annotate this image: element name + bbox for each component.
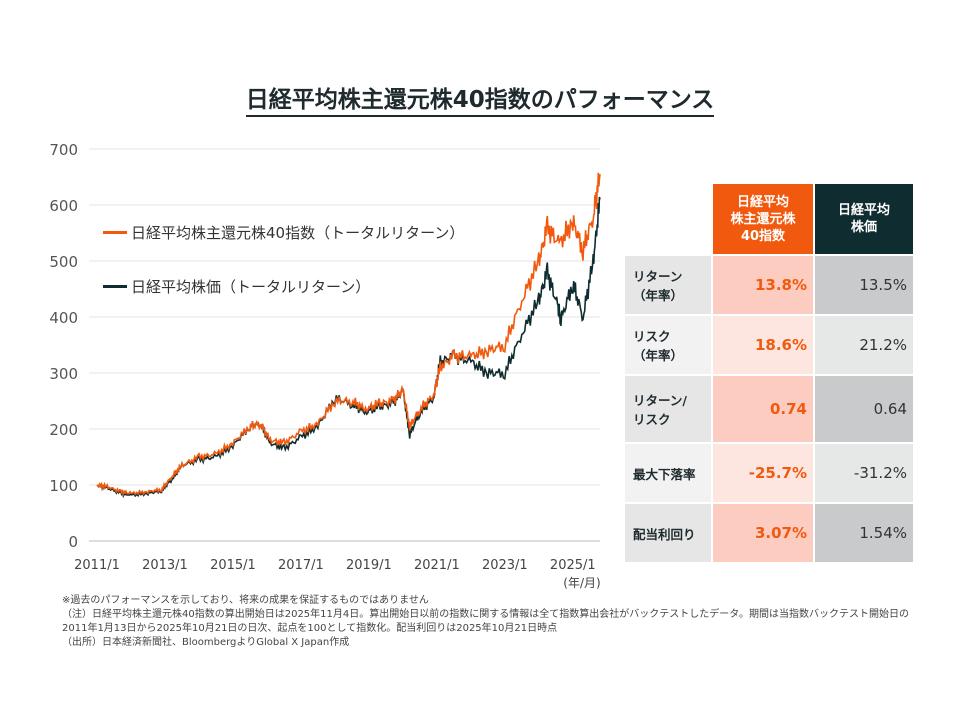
table-row: リターン （年率） 13.8% 13.5%: [623, 254, 915, 316]
nikkei-value: 1.54%: [813, 502, 915, 564]
x-tick-label: 2011/1: [74, 558, 120, 573]
nikkei-value: 21.2%: [813, 314, 915, 376]
x-axis-label: (年/月): [563, 576, 600, 590]
row-label: 配当利回り: [623, 502, 713, 564]
series-line-0: [96, 172, 601, 497]
x-tick-label: 2019/1: [346, 558, 392, 573]
row-label: 最大下落率: [623, 442, 713, 504]
legend-item-index: 日経平均株主還元株40指数（トータルリターン）: [103, 222, 464, 243]
y-tick-label: 300: [49, 365, 78, 383]
table-row: 配当利回り 3.07% 1.54%: [623, 502, 915, 564]
note-detail: （注）日経平均株主還元株40指数の算出開始日は2025年11月4日。算出開始日以…: [62, 609, 909, 634]
index-value: -25.7%: [711, 442, 815, 504]
index-value: 18.6%: [711, 314, 815, 376]
performance-table: 日経平均 株主還元株 40指数 日経平均 株価 リターン （年率） 13.8% …: [623, 182, 915, 564]
index-value: 3.07%: [711, 502, 815, 564]
note-source: （出所）日本経済新聞社、BloombergよりGlobal X Japan作成: [62, 637, 350, 648]
series-line-1: [96, 196, 601, 499]
page-title: 日経平均株主還元株40指数のパフォーマンス: [0, 80, 960, 117]
x-tick-label: 2015/1: [210, 558, 256, 573]
table-row: リターン/ リスク 0.74 0.64: [623, 374, 915, 444]
y-tick-label: 100: [49, 477, 78, 495]
y-tick-label: 700: [49, 141, 78, 159]
footnotes: ※過去のパフォーマンスを示しており、将来の成果を保証するものではありません （注…: [62, 594, 912, 650]
legend-swatch: [103, 285, 127, 288]
y-tick-label: 500: [49, 253, 78, 271]
y-tick-label: 400: [49, 309, 78, 327]
index-value: 0.74: [711, 374, 815, 444]
x-tick-label: 2023/1: [482, 558, 528, 573]
line-chart: 0 100 200 300 400 500 600 700 2011/1 2013/1 2015/1…: [49, 141, 601, 590]
x-tick-label: 2013/1: [142, 558, 188, 573]
header-nikkei: 日経平均 株価: [813, 182, 915, 256]
index-value: 13.8%: [711, 254, 815, 316]
nikkei-value: 0.64: [813, 374, 915, 444]
x-tick-label: 2021/1: [414, 558, 460, 573]
row-label: リターン （年率）: [623, 254, 713, 316]
table-row: リスク （年率） 18.6% 21.2%: [623, 314, 915, 376]
x-tick-label: 2017/1: [278, 558, 324, 573]
y-tick-label: 0: [68, 533, 78, 551]
x-tick-label: 2025/1: [550, 558, 596, 573]
y-tick-label: 200: [49, 421, 78, 439]
header-index: 日経平均 株主還元株 40指数: [711, 182, 815, 256]
nikkei-value: 13.5%: [813, 254, 915, 316]
legend-swatch: [103, 231, 127, 234]
note-disclaimer: ※過去のパフォーマンスを示しており、将来の成果を保証するものではありません: [62, 595, 429, 606]
row-label: リスク （年率）: [623, 314, 713, 376]
legend-item-nikkei: 日経平均株価（トータルリターン）: [103, 276, 370, 297]
y-tick-label: 600: [49, 197, 78, 215]
nikkei-value: -31.2%: [813, 442, 915, 504]
table-row: 最大下落率 -25.7% -31.2%: [623, 442, 915, 504]
row-label: リターン/ リスク: [623, 374, 713, 444]
